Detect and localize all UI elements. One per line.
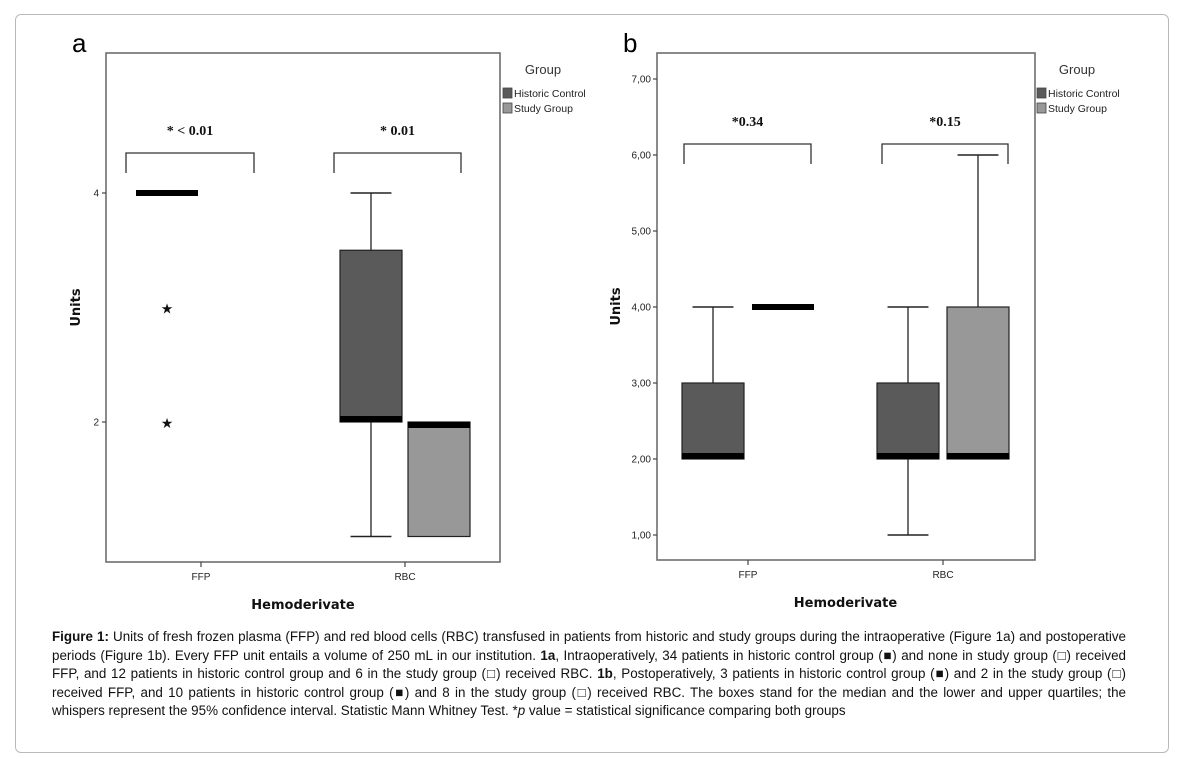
legend-entry: Study Group <box>1048 103 1107 115</box>
x-axis-title: Hemoderivate <box>794 596 898 611</box>
caption-text: 1a <box>540 647 556 663</box>
outlier-marker: ★ <box>161 416 174 432</box>
caption-text: , Postoperatively, 3 patients in histori… <box>52 666 1126 719</box>
legend-entry: Historic Control <box>1048 88 1120 100</box>
y-tick-label: 3,00 <box>632 379 652 390</box>
caption-label: Figure 1: <box>52 629 109 644</box>
box-historic-control-rbc <box>876 382 940 460</box>
x-tick-label: RBC <box>932 570 953 581</box>
median-line <box>752 304 814 310</box>
y-tick-label: 2,00 <box>632 455 652 466</box>
y-tick-label: 1,00 <box>632 531 652 542</box>
legend-title: Group <box>525 62 561 77</box>
panel-a-chart: a 2 4 Units FFP RBC Hemoderivate ★ ★ * < 0.01 * 0.… <box>69 28 586 613</box>
figure-caption: Figure 1: Units of fresh frozen plasma (… <box>52 628 1126 721</box>
caption-text: p <box>517 703 526 719</box>
caption-text: Units of fresh frozen plasma (FFP) and r… <box>52 629 1126 663</box>
significance-bracket <box>683 143 812 164</box>
legend-entry: Study Group <box>514 103 573 115</box>
p-value-label: *0.15 <box>929 115 961 130</box>
box-historic-control-ffp <box>681 382 745 460</box>
legend-swatch <box>1036 102 1047 114</box>
y-tick-label: 4 <box>93 189 99 200</box>
significance-bracket <box>125 152 255 173</box>
box-study-group-rbc <box>407 421 471 538</box>
legend-title: Group <box>1059 62 1095 77</box>
significance-bracket <box>881 143 1009 164</box>
x-tick-label: FFP <box>192 572 211 583</box>
x-axis-title: Hemoderivate <box>251 598 355 613</box>
p-value-label: * 0.01 <box>380 124 415 139</box>
panel-letter: b <box>623 28 637 58</box>
median-line <box>408 422 470 428</box>
y-tick-label: 4,00 <box>632 303 652 314</box>
y-tick-label: 7,00 <box>632 75 652 86</box>
box-historic-control-rbc <box>339 249 403 423</box>
y-tick-label: 2 <box>93 418 99 429</box>
legend-swatch <box>1036 87 1047 99</box>
legend-swatch <box>502 87 513 99</box>
y-tick-label: 5,00 <box>632 227 652 238</box>
x-tick-label: RBC <box>394 572 415 583</box>
y-axis-title: Units <box>609 287 624 325</box>
caption-text: , Intraoperatively, 34 patients in histo… <box>52 647 1126 682</box>
outlier-marker: ★ <box>161 302 174 318</box>
caption-text: value = statistical significance compari… <box>525 703 846 719</box>
panel-letter: a <box>72 28 87 58</box>
y-tick-label: 6,00 <box>632 151 652 162</box>
p-value-label: *0.34 <box>732 115 764 130</box>
x-tick-label: FFP <box>739 570 758 581</box>
y-axis-title: Units <box>69 288 84 326</box>
median-line <box>136 190 198 196</box>
p-value-label: * < 0.01 <box>167 124 213 139</box>
box-study-group-rbc <box>946 306 1010 460</box>
legend-entry: Historic Control <box>514 88 586 100</box>
panel-b-chart: b 1,00 2,00 3,00 4,00 5,00 6,00 7,00 Units FFP RBC… <box>609 28 1120 611</box>
median-line <box>682 453 744 459</box>
median-line <box>340 416 402 422</box>
median-line <box>947 453 1009 459</box>
legend-swatch <box>502 102 513 114</box>
median-line <box>877 453 939 459</box>
significance-bracket <box>333 152 462 173</box>
caption-text: 1b <box>597 666 613 682</box>
